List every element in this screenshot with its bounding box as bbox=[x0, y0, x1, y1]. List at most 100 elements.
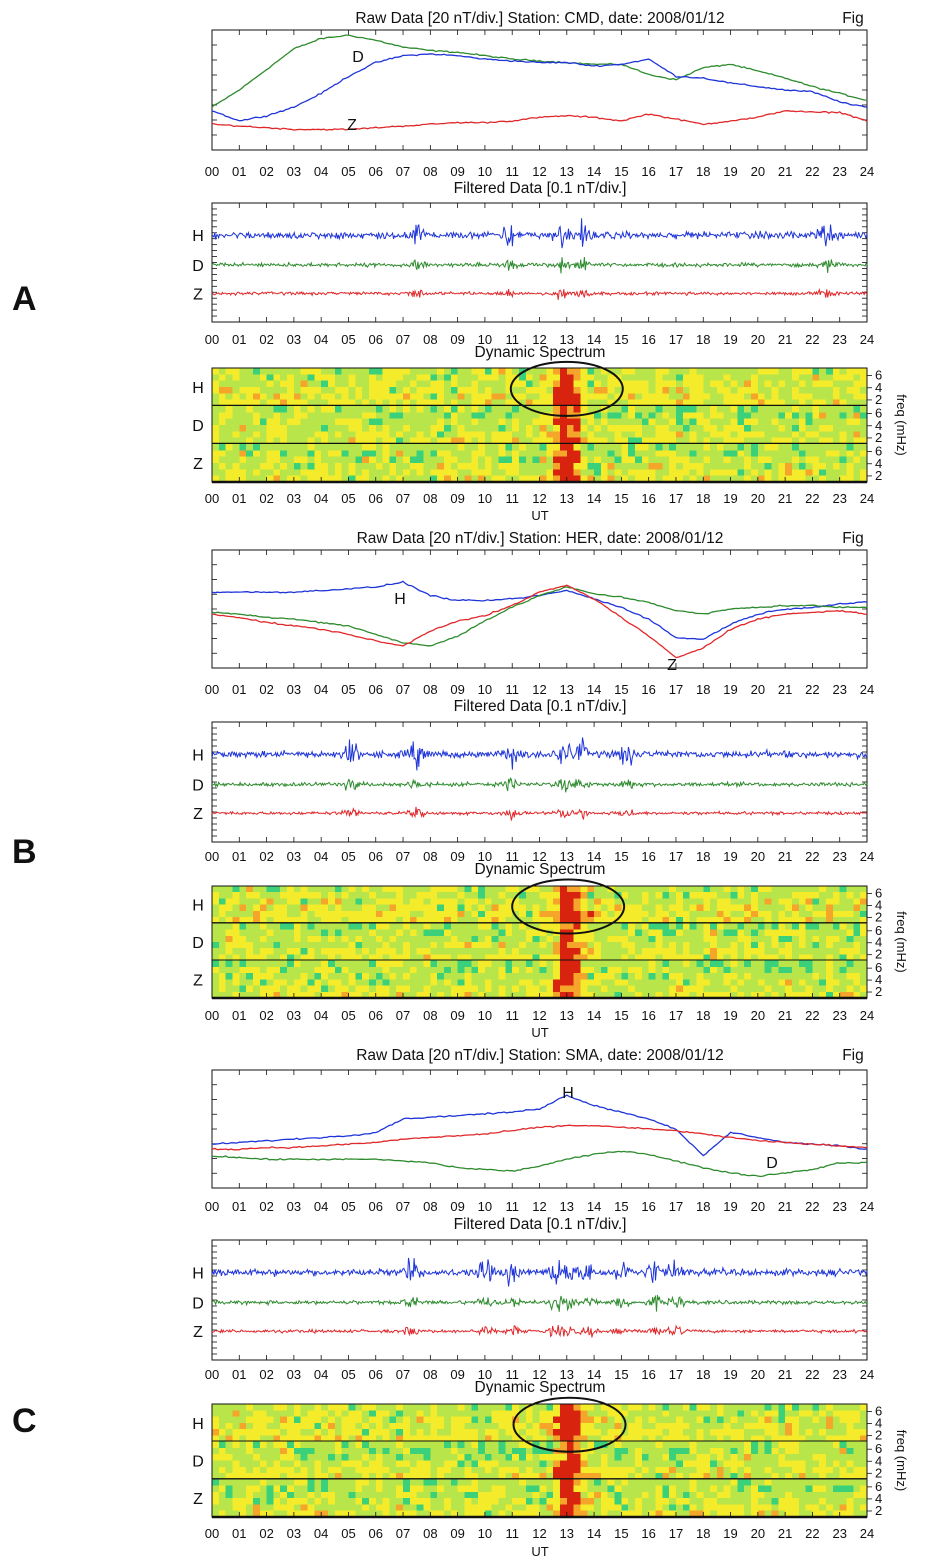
panel-a-spectrum-cell bbox=[839, 399, 847, 407]
panel-b-spectrum-cell bbox=[607, 985, 615, 993]
panel-b-spectrum-cell bbox=[423, 935, 431, 943]
panel-a-spectrum-cell bbox=[791, 444, 800, 451]
panel-a-spectrum-cell bbox=[389, 393, 397, 401]
panel-b-spectrum-cell bbox=[703, 923, 711, 930]
panel-b-spectrum-cell bbox=[703, 898, 711, 906]
panel-a-spectrum-cell bbox=[498, 450, 506, 458]
panel-b-spectrum-cell bbox=[218, 886, 227, 893]
panel-a-spectrum-cell bbox=[375, 374, 383, 382]
panel-b-spectrum-cell bbox=[293, 892, 302, 899]
panel-b-spectrum-cell bbox=[362, 960, 370, 968]
panel-a-spectrum-cell bbox=[321, 431, 329, 439]
panel-c-spectrum-cell bbox=[614, 1416, 622, 1424]
panel-b-spectrum-cell bbox=[519, 960, 527, 968]
panel-b-spectrum-cell bbox=[553, 985, 561, 993]
panel-c-spectrum-cell bbox=[839, 1429, 847, 1436]
panel-a-spectrum-cell bbox=[539, 368, 547, 375]
panel-a-spectrum-cell bbox=[403, 393, 411, 401]
panel-a-spectrum-cell bbox=[300, 444, 308, 451]
panel-b-spectrum-cell bbox=[266, 948, 274, 955]
panel-a-spectrum-cell bbox=[839, 475, 847, 483]
panel-b-spectrum-cell bbox=[321, 898, 329, 906]
panel-a-spectrum-cell bbox=[252, 418, 261, 426]
panel-a-filtered-x-tick-label: 21 bbox=[778, 332, 792, 347]
panel-a-spectrum-cell bbox=[280, 393, 288, 401]
panel-a-spectrum-cell bbox=[798, 450, 806, 458]
panel-a-spectrum-cell bbox=[764, 368, 772, 375]
panel-b-spectrum-cell bbox=[785, 960, 793, 968]
panel-c-spectrum-cell bbox=[785, 1429, 793, 1436]
panel-a-spectrum-cell bbox=[614, 444, 622, 451]
panel-a-spectrum-cell bbox=[478, 469, 486, 477]
panel-c-spectrum-cell bbox=[212, 1441, 220, 1449]
panel-b-spectrum-cell bbox=[519, 910, 527, 918]
panel-a-spectrum-cell bbox=[403, 469, 411, 477]
panel-a-raw-label-d: D bbox=[352, 49, 364, 66]
panel-b-spectrum-cell bbox=[416, 929, 424, 937]
panel-c-spectrum-cell bbox=[464, 1429, 472, 1436]
panel-c-spectrum-cell bbox=[566, 1404, 575, 1411]
panel-a-spectrum-cell bbox=[437, 450, 445, 458]
panel-a-spectrum-cell bbox=[860, 475, 868, 483]
panel-b-spectrum-cell bbox=[259, 923, 267, 930]
panel-b-spectrum-cell bbox=[675, 954, 684, 962]
panel-a-spectrum-cell bbox=[498, 475, 506, 483]
panel-b-spectrum-cell bbox=[300, 979, 308, 986]
panel-b-spectrum-cell bbox=[737, 960, 745, 968]
panel-b-spectrum-cell bbox=[239, 985, 247, 993]
panel-a-spectrum-cell bbox=[450, 425, 459, 432]
panel-a-spectrum-cell bbox=[362, 374, 370, 382]
panel-b-spectrum-cell bbox=[662, 991, 670, 999]
panel-a-spectrum-cell bbox=[525, 456, 534, 464]
panel-b-spectrum-cell bbox=[246, 985, 254, 993]
panel-b-spectrum-cell bbox=[505, 892, 513, 899]
panel-b-spectrum-cell bbox=[785, 954, 793, 962]
panel-b-spectrum-cell bbox=[559, 886, 568, 893]
panel-b-spectrum-cell bbox=[696, 966, 704, 974]
panel-b-spectrum-x-tick-label: 20 bbox=[751, 1008, 765, 1023]
panel-c-spectrum-cell bbox=[832, 1429, 841, 1436]
panel-a-spectrum-cell bbox=[675, 463, 684, 470]
panel-b-spectrum-cell bbox=[498, 942, 506, 949]
panel-c-spectrum-cell bbox=[832, 1404, 841, 1411]
panel-b-filtered-x-tick-label: 04 bbox=[314, 849, 328, 864]
panel-c-spectrum-cell bbox=[559, 1441, 568, 1449]
panel-b-spectrum-cell bbox=[628, 898, 636, 906]
panel-a-spectrum-cell bbox=[519, 418, 527, 426]
panel-a-spectrum-cell bbox=[464, 393, 472, 401]
panel-a-spectrum-cell bbox=[798, 431, 806, 439]
panel-b-spectrum-cell bbox=[839, 898, 847, 906]
panel-b-spectrum-cell bbox=[246, 979, 254, 986]
panel-c-spectrum-cell bbox=[464, 1435, 472, 1443]
panel-b-spectrum-cell bbox=[225, 929, 233, 937]
panel-a-spectrum-cell bbox=[273, 374, 281, 382]
panel-c-spectrum-cell bbox=[771, 1416, 779, 1424]
panel-a-spectrum-cell bbox=[628, 393, 636, 401]
panel-a-spectrum-cell bbox=[484, 431, 493, 439]
panel-a-spectrum-cell bbox=[491, 387, 499, 394]
panel-a-spectrum-cell bbox=[375, 406, 383, 413]
panel-a-spectrum-cell bbox=[723, 387, 731, 394]
panel-a-spectrum-cell bbox=[341, 374, 349, 382]
panel-b-spectrum-cell bbox=[321, 960, 329, 968]
panel-c-spectrum-cell bbox=[212, 1447, 220, 1455]
panel-b-spectrum-cell bbox=[812, 954, 820, 962]
panel-b-spectrum-cell bbox=[689, 991, 697, 999]
panel-b-spectrum-cell bbox=[600, 892, 609, 899]
panel-b-spectrum-cell bbox=[539, 979, 547, 986]
panel-b-spectrum-cell bbox=[430, 991, 438, 999]
panel-a-spectrum-cell bbox=[832, 387, 841, 394]
panel-a-raw-x-tick-label: 21 bbox=[778, 164, 792, 179]
panel-a-spectrum-highlight-ellipse bbox=[509, 360, 624, 417]
panel-b-spectrum-cell bbox=[669, 910, 677, 918]
panel-a-spectrum-cell bbox=[362, 418, 370, 426]
panel-b-spectrum-cell bbox=[259, 929, 267, 937]
panel-a-spectrum-cell bbox=[273, 368, 281, 375]
panel-c-spectrum-cell bbox=[266, 1441, 274, 1449]
panel-b-spectrum-cell bbox=[259, 991, 267, 999]
panel-a-spectrum-cell bbox=[655, 412, 663, 420]
panel-a-spectrum-cell bbox=[327, 399, 336, 407]
panel-c-spectrum-cell bbox=[232, 1416, 240, 1424]
panel-b-spectrum-cell bbox=[491, 904, 499, 912]
panel-b-spectrum-cell bbox=[839, 923, 847, 930]
